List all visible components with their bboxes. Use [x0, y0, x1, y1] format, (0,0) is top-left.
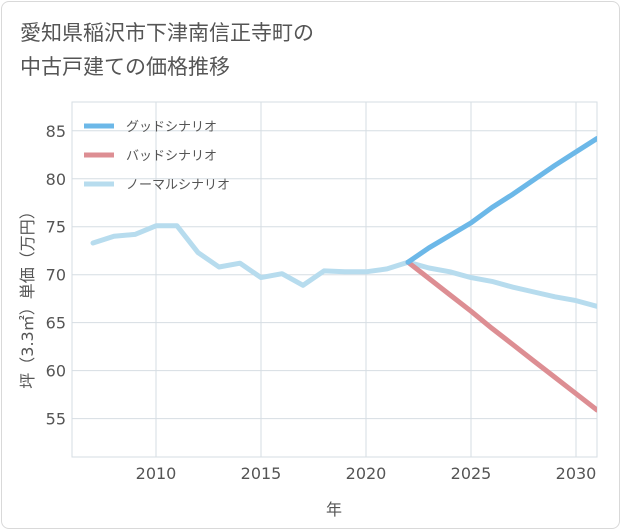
x-tick-label: 2010	[136, 464, 177, 483]
legend-label: バッドシナリオ	[126, 149, 217, 164]
title-line-1: 愛知県稲沢市下津南信正寺町の	[20, 21, 314, 45]
x-tick-label: 2030	[556, 464, 597, 483]
series-line-1	[405, 259, 597, 413]
y-tick-label: 60	[46, 362, 66, 381]
y-tick-label: 55	[46, 410, 66, 429]
x-axis-label: 年	[326, 500, 342, 519]
y-axis-label: 坪（3.3㎡）単価（万円）	[18, 203, 37, 388]
series-lines	[90, 136, 597, 413]
series-line-2	[90, 223, 597, 309]
plot-border	[71, 101, 598, 458]
plot-area	[71, 101, 598, 458]
chart-title: 愛知県稲沢市下津南信正寺町の 中古戸建ての価格推移	[20, 16, 314, 84]
y-tick-label: 65	[46, 314, 66, 333]
y-tick-label: 70	[46, 266, 66, 285]
x-tick-label: 2025	[451, 464, 492, 483]
x-tick-label: 2020	[346, 464, 387, 483]
series-line-0	[405, 136, 597, 265]
y-tick-label: 80	[46, 170, 66, 189]
legend-label: グッドシナリオ	[126, 120, 217, 135]
x-tick-label: 2015	[241, 464, 282, 483]
title-line-2: 中古戸建ての価格推移	[20, 55, 230, 79]
legend-label: ノーマルシナリオ	[126, 178, 230, 193]
axes-labels: 2010 2015 2020 2025 2030 55 60 65 70 75 80 85	[46, 122, 597, 483]
y-tick-label: 85	[46, 122, 66, 141]
y-tick-label: 75	[46, 218, 66, 237]
